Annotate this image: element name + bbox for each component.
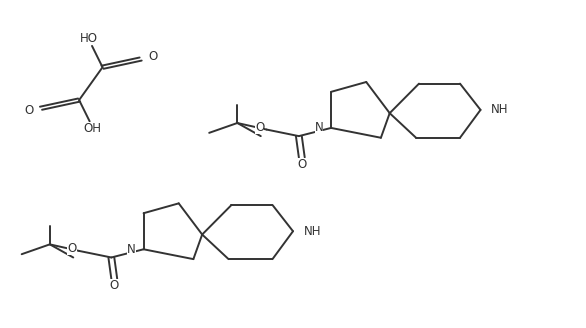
Text: O: O [24, 104, 33, 117]
Text: O: O [297, 157, 306, 171]
Text: N: N [127, 243, 136, 256]
Text: NH: NH [304, 225, 321, 238]
Text: O: O [148, 50, 158, 63]
Text: O: O [110, 279, 119, 292]
Text: N: N [315, 121, 323, 134]
Text: O: O [67, 242, 77, 256]
Text: O: O [255, 121, 264, 134]
Text: OH: OH [84, 122, 101, 135]
Text: NH: NH [491, 103, 509, 116]
Text: HO: HO [80, 32, 98, 45]
